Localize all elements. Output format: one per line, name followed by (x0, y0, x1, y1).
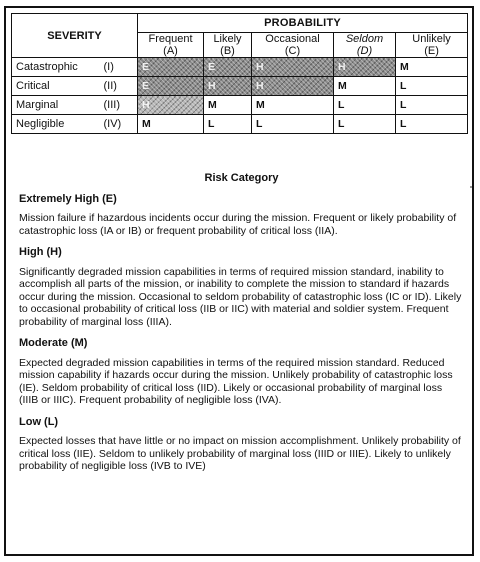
risk-cell: M (251, 95, 334, 115)
severity-label: Critical (11, 76, 100, 96)
risk-level-value: L (400, 80, 407, 92)
risk-cell: L (394, 114, 469, 134)
risk-level-value: M (400, 61, 409, 73)
risk-level-value: M (208, 99, 217, 111)
risk-cell: L (251, 114, 334, 134)
risk-cell: L (333, 114, 396, 134)
severity-label: Catastrophic (11, 57, 100, 77)
column-label: Frequent (148, 33, 193, 45)
risk-category-description: Significantly degraded mission capabilit… (19, 265, 462, 328)
matrix-row-catastrophic: Catastrophic (I) E E H H M (11, 57, 469, 77)
risk-cell: H (203, 76, 252, 96)
severity-label: Marginal (11, 95, 100, 115)
risk-category-heading: Moderate (M) (19, 337, 88, 349)
risk-category-heading: Low (L) (19, 415, 59, 428)
severity-code: (I) (99, 57, 138, 77)
column-code: (B) (220, 45, 235, 57)
risk-level-value: H (338, 61, 346, 73)
column-label: Unlikely (412, 33, 451, 45)
probability-column-unlikely: Unlikely (E) (394, 32, 469, 58)
probability-column-likely: Likely (B) (203, 32, 252, 58)
risk-category-section: Risk Category Extremely High (E) Mission … (19, 172, 464, 482)
probability-columns-row: Frequent (A) Likely (B) Occasional (C) Seldom(… (12, 32, 469, 58)
risk-cell: L (203, 114, 252, 134)
probability-column-frequent: Frequent (A) (137, 32, 204, 58)
risk-category-description: Mission failure if hazardous incidents o… (19, 212, 457, 237)
severity-code: (IV) (99, 114, 138, 134)
risk-cell: H (137, 95, 204, 115)
risk-category-title: Risk Category (204, 172, 279, 184)
probability-column-seldom: Seldom (D) (333, 32, 396, 58)
severity-label: Negligible (11, 114, 100, 134)
risk-level-value: L (208, 118, 215, 130)
risk-level-value: H (256, 80, 264, 92)
risk-cell: H (333, 57, 396, 77)
risk-cell: L (333, 95, 396, 115)
risk-level-value: L (338, 99, 345, 111)
risk-level-value: E (208, 61, 216, 73)
risk-cell: E (137, 76, 204, 96)
column-label: Seldom (345, 33, 384, 45)
severity-code: (III) (99, 95, 138, 115)
risk-level-value: L (256, 118, 263, 130)
risk-level-value: H (142, 99, 150, 111)
scan-speck (470, 186, 472, 188)
risk-level-value: H (208, 80, 216, 92)
document-frame (4, 6, 474, 556)
risk-cell: L (394, 76, 469, 96)
column-label: Likely (213, 33, 242, 45)
matrix-row-critical: Critical (II) E H H M L (11, 76, 469, 96)
risk-category-description: Expected degraded mission capabilities i… (19, 356, 453, 407)
risk-matrix-table: SEVERITY PROBABILITY Frequent (A) Likely (B… (11, 13, 469, 134)
risk-cell: E (137, 57, 204, 77)
risk-level-value: H (256, 61, 264, 73)
risk-matrix-body: Catastrophic (I) E E H H M Critical (II) E H H M L Mar… (11, 57, 469, 134)
risk-level-value: E (142, 80, 150, 92)
risk-level-value: M (142, 118, 151, 130)
matrix-row-marginal: Marginal (III) H M M L L (11, 95, 469, 115)
risk-category-heading: High (H) (19, 246, 62, 258)
risk-cell: L (394, 95, 469, 115)
risk-cell: E (203, 57, 252, 77)
risk-cell: M (203, 95, 252, 115)
risk-cell: M (394, 57, 469, 77)
risk-level-value: L (400, 99, 407, 111)
risk-cell: H (251, 57, 334, 77)
risk-cell: H (251, 76, 334, 96)
risk-cell: M (137, 114, 204, 134)
risk-category-heading: Extremely High (E) (19, 192, 117, 205)
probability-header: PROBABILITY (136, 13, 469, 33)
risk-cell: M (333, 76, 396, 96)
risk-level-value: L (400, 118, 407, 130)
severity-header: SEVERITY (11, 13, 138, 58)
probability-column-occasional: Occasional (C) (251, 32, 334, 58)
risk-category-description: Expected losses that have little or no i… (19, 435, 461, 472)
column-code: (A) (163, 45, 178, 57)
column-code: (D) (356, 45, 373, 57)
matrix-row-negligible: Negligible (IV) M L L L L (11, 114, 469, 134)
risk-level-value: L (338, 118, 345, 130)
column-code: (C) (284, 45, 301, 57)
column-label: Occasional (265, 33, 320, 45)
risk-level-value: M (256, 99, 265, 111)
risk-level-value: E (142, 61, 150, 73)
risk-level-value: M (338, 80, 347, 92)
severity-code: (II) (99, 76, 138, 96)
column-code: (E) (424, 45, 439, 57)
